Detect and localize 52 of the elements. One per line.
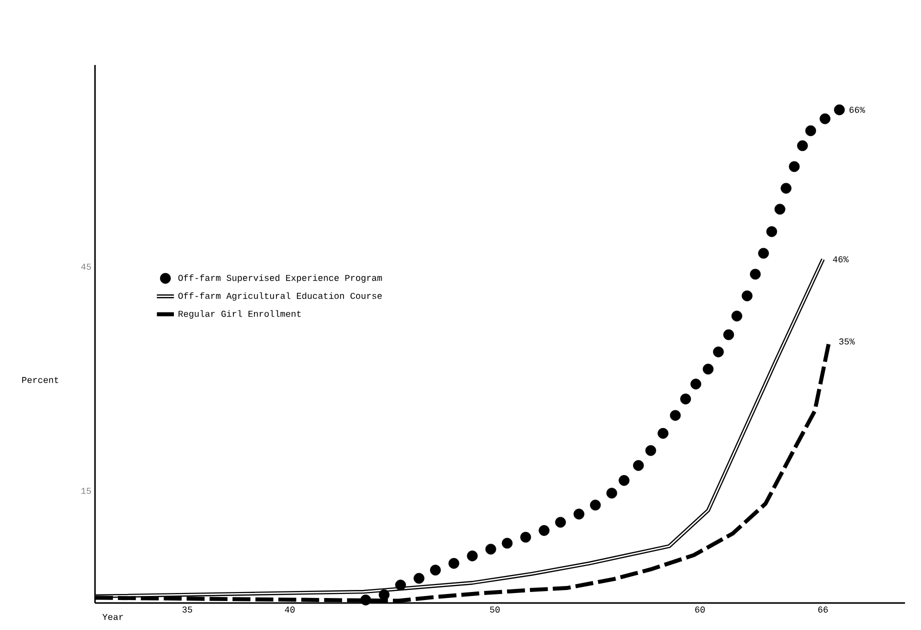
x-tick-label: 40 xyxy=(284,606,295,613)
point xyxy=(606,488,618,499)
point xyxy=(834,104,845,116)
point xyxy=(758,248,769,259)
point xyxy=(680,394,691,404)
point xyxy=(360,594,372,606)
annotation: 35% xyxy=(839,338,855,345)
annotation: 46% xyxy=(832,256,849,262)
point xyxy=(448,558,460,569)
point xyxy=(805,125,816,136)
point xyxy=(555,516,566,528)
point xyxy=(713,346,724,358)
point xyxy=(378,589,390,600)
y-tick-label: 15 xyxy=(81,488,91,494)
legend-label: Regular Girl Enrollment xyxy=(178,310,301,319)
y-tick-label: 45 xyxy=(81,264,91,270)
point xyxy=(702,364,714,375)
x-tick-label: 35 xyxy=(182,606,192,613)
annotation: 66% xyxy=(850,106,866,113)
point xyxy=(820,113,830,124)
point xyxy=(690,378,702,390)
x-tick-label: 60 xyxy=(695,606,705,613)
point xyxy=(485,544,496,555)
point xyxy=(618,475,630,486)
legend-label: Off-farm Supervised Experience Program xyxy=(178,274,382,283)
point xyxy=(502,538,513,549)
point xyxy=(750,268,761,280)
point xyxy=(670,410,681,421)
point xyxy=(766,226,778,238)
point xyxy=(774,204,786,215)
point xyxy=(742,290,753,302)
y-axis-title: Percent xyxy=(22,376,58,384)
point xyxy=(520,532,532,543)
point xyxy=(466,550,478,562)
point xyxy=(731,310,742,322)
point xyxy=(658,428,668,439)
point xyxy=(590,500,601,510)
point xyxy=(538,525,550,536)
legend-label: Off-farm Agricultural Education Course xyxy=(178,292,382,301)
point xyxy=(723,329,734,340)
x-tick-label: 50 xyxy=(490,606,500,613)
x-tick-label: 66 xyxy=(818,606,828,613)
point xyxy=(430,564,441,576)
point xyxy=(414,572,424,584)
point xyxy=(788,161,800,172)
point xyxy=(645,445,656,456)
point xyxy=(395,580,406,590)
x-axis-title: Year xyxy=(102,614,123,620)
point xyxy=(780,182,792,194)
point xyxy=(797,140,808,152)
point xyxy=(633,460,644,471)
point xyxy=(574,508,584,520)
